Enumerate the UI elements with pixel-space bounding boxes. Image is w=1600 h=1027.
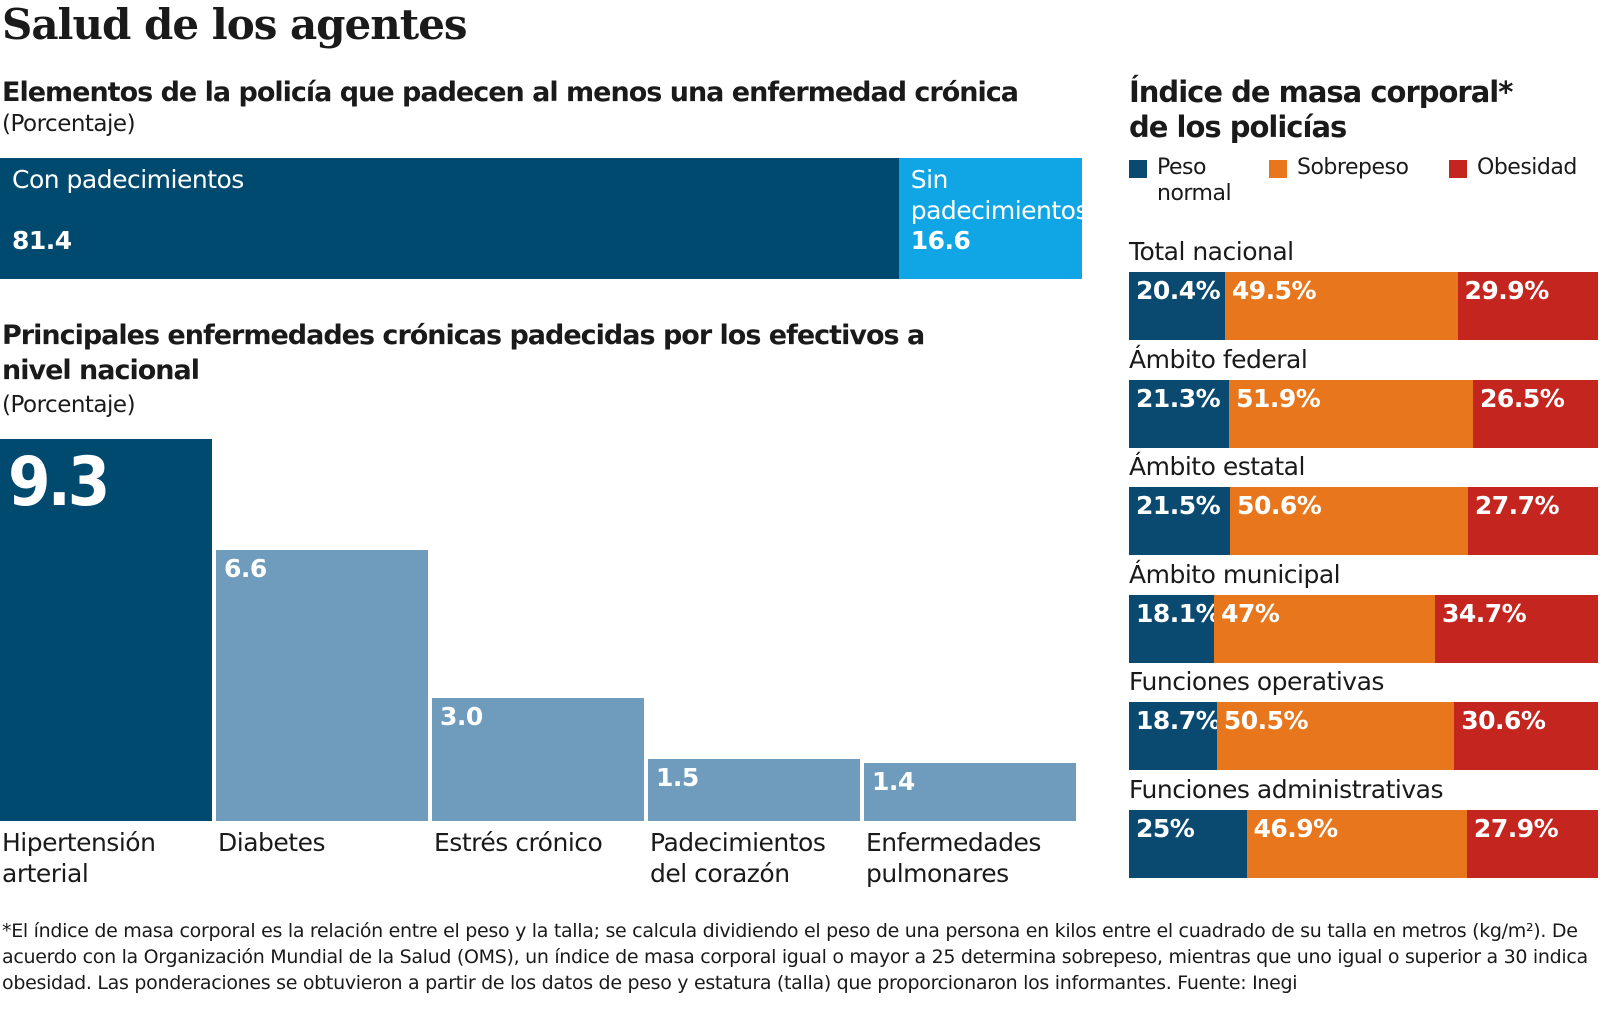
bar-segment	[1457, 272, 1599, 340]
value-label: 34.7%	[1441, 598, 1527, 628]
value-label: 1.5	[656, 763, 699, 793]
bar-segment	[1466, 809, 1599, 878]
value-label: 21.3%	[1136, 383, 1221, 413]
value-label: 25%	[1136, 813, 1195, 843]
value-label: 51.9%	[1236, 383, 1321, 413]
x-tick-label: Hipertensión arterial	[2, 828, 156, 888]
bar-segment	[1229, 379, 1474, 448]
chart-subtitle: (Porcentaje)	[2, 392, 136, 418]
x-tick-label: Estrés crónico	[434, 828, 603, 857]
legend-swatch	[1129, 160, 1147, 178]
value-label: 27.7%	[1474, 491, 1560, 520]
chart-title: Índice de masa corporal* de los policías	[1129, 75, 1513, 144]
value-label: 1.4	[872, 767, 915, 797]
bar	[216, 549, 428, 821]
bar	[648, 759, 860, 821]
value-label: 47%	[1221, 598, 1280, 628]
bar-segment	[1129, 702, 1217, 770]
value-label: 18.7%	[1136, 706, 1221, 735]
main-title: Salud de los agentes	[2, 0, 468, 49]
bar-segment	[1473, 379, 1598, 448]
bar-segment	[1129, 379, 1230, 448]
value-label: 50.5%	[1223, 706, 1309, 735]
row-label: Total nacional	[1129, 237, 1294, 266]
row-label: Ámbito federal	[1129, 344, 1308, 374]
bar-segment	[1434, 594, 1599, 663]
bar-segment	[1216, 702, 1455, 770]
bar	[432, 697, 644, 821]
row-label: Funciones operativas	[1129, 667, 1384, 696]
value-label: 21.5%	[1136, 491, 1221, 520]
bar	[864, 763, 1076, 821]
value-label: 6.6	[224, 553, 267, 583]
x-tick-label: Padecimientos del corazón	[650, 828, 826, 888]
x-tick-label: Enfermedades pulmonares	[866, 828, 1041, 888]
legend-swatch	[1269, 160, 1287, 178]
value-label: 20.4%	[1136, 276, 1221, 305]
bar-segment	[1129, 272, 1225, 340]
bar-segment	[1129, 809, 1247, 878]
bar-segment	[1129, 487, 1231, 555]
chart-subtitle: (Porcentaje)	[2, 111, 136, 137]
legend-label: Obesidad	[1477, 155, 1577, 180]
segment-name: Sin padecimientos	[910, 165, 1089, 225]
bar-segment	[1230, 487, 1468, 555]
value-label: 30.6%	[1461, 706, 1546, 735]
value-label: 46.9%	[1253, 813, 1339, 843]
bar-segment	[1129, 594, 1215, 663]
value-label: 27.9%	[1473, 813, 1559, 843]
value-label: 9.3	[8, 443, 110, 522]
bar	[0, 439, 212, 821]
bar-segment	[0, 158, 899, 279]
legend-swatch	[1449, 160, 1467, 178]
value-label: 81.4	[12, 226, 72, 255]
x-tick-label: Diabetes	[218, 828, 325, 857]
value-label: 26.5%	[1480, 383, 1565, 413]
row-label: Ámbito municipal	[1129, 559, 1341, 589]
row-label: Ámbito estatal	[1129, 452, 1305, 481]
bar-segment	[1224, 272, 1458, 340]
row-label: Funciones administrativas	[1129, 774, 1443, 804]
legend-label: Peso normal	[1157, 155, 1232, 206]
bar-segment	[1214, 594, 1435, 663]
bar-segment	[898, 158, 1082, 279]
bar-segment	[1454, 702, 1599, 770]
value-label: 18.1%	[1136, 598, 1221, 628]
chart-title: Principales enfermedades crónicas padeci…	[2, 320, 925, 386]
value-label: 49.5%	[1231, 276, 1317, 305]
bar-segment	[1467, 487, 1599, 555]
value-label: 3.0	[440, 701, 483, 731]
value-label: 29.9%	[1464, 276, 1550, 305]
bar-segment	[1246, 809, 1467, 878]
segment-name: Con padecimientos	[12, 165, 244, 194]
footnote: *El índice de masa corporal es la relaci…	[2, 920, 1588, 994]
legend-label: Sobrepeso	[1297, 155, 1409, 180]
chart-title: Elementos de la policía que padecen al m…	[2, 77, 1019, 108]
value-label: 50.6%	[1237, 491, 1322, 520]
value-label: 16.6	[910, 226, 971, 255]
